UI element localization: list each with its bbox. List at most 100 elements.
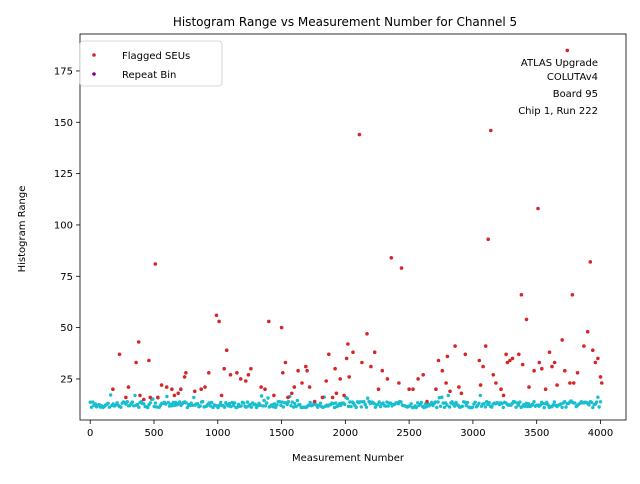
baseline-point <box>165 394 169 399</box>
flagged-seu-point <box>481 364 485 369</box>
baseline-point <box>293 401 297 406</box>
baseline-point <box>564 405 568 409</box>
flagged-seu-point <box>552 360 557 365</box>
baseline-point <box>422 405 426 410</box>
baseline-point <box>262 398 266 403</box>
legend-label-repeat: Repeat Bin <box>122 70 176 81</box>
baseline-point <box>354 405 358 410</box>
baseline-point <box>130 400 135 404</box>
baseline-point <box>308 400 312 405</box>
baseline-point <box>438 404 443 408</box>
flagged-seu-point <box>219 393 224 398</box>
baseline-point <box>152 404 156 409</box>
baseline-point <box>142 402 146 406</box>
baseline-point <box>318 401 323 405</box>
flagged-seu-point <box>536 206 540 211</box>
flagged-seu-point <box>159 383 164 387</box>
flagged-seu-point <box>286 395 290 400</box>
flagged-seu-point <box>235 371 239 375</box>
baseline-point <box>473 400 477 404</box>
baseline-point <box>346 404 351 409</box>
x-tick-label: 3500 <box>524 428 549 439</box>
baseline-point <box>208 404 213 408</box>
y-tick-label: 25 <box>60 374 73 385</box>
flagged-seu-point <box>540 366 544 371</box>
annotation-line-3: Board 95 <box>553 89 598 100</box>
flagged-seu-point <box>172 393 177 398</box>
baseline-point <box>445 403 449 407</box>
baseline-point <box>460 404 465 408</box>
flagged-seu-point <box>292 385 297 389</box>
baseline-point <box>385 400 389 404</box>
flagged-seu-point <box>555 383 559 387</box>
baseline-point <box>279 403 283 407</box>
y-axis-label: Histogram Range <box>17 186 28 273</box>
baseline-point <box>137 405 141 409</box>
baseline-point <box>280 400 284 404</box>
flagged-seu-point <box>486 237 491 242</box>
flagged-seu-point <box>320 395 325 400</box>
baseline-point <box>358 400 362 404</box>
baseline-point <box>198 404 202 408</box>
flagged-seu-point <box>136 340 141 344</box>
flagged-seu-point <box>199 387 203 392</box>
baseline-point <box>178 400 182 404</box>
baseline-point <box>109 393 113 397</box>
flagged-seu-point <box>563 368 567 373</box>
flagged-seu-point <box>369 364 373 369</box>
flagged-seu-point <box>434 387 438 392</box>
flagged-seu-point <box>571 381 576 385</box>
flagged-seu-point <box>376 387 381 392</box>
baseline-point <box>106 401 110 405</box>
flagged-seu-point <box>134 360 138 365</box>
flagged-seu-point <box>444 381 448 385</box>
baseline-point <box>263 404 268 408</box>
baseline-point <box>594 400 599 404</box>
baseline-point <box>343 402 347 407</box>
baseline-point <box>542 405 546 410</box>
baseline-point <box>419 400 424 405</box>
flagged-seu-point <box>598 375 603 379</box>
baseline-point <box>265 401 269 405</box>
baseline-point <box>211 405 215 410</box>
flagged-seu-point <box>491 373 496 377</box>
baseline-point <box>513 400 517 404</box>
y-axis-ticks: 25 50 75 100 125 150 175 <box>54 66 80 385</box>
flagged-seu-point <box>596 356 600 361</box>
flagged-seu-point <box>142 397 146 402</box>
annotation-box: ATLAS Upgrade COLUTAv4 Board 95 Chip 1, … <box>518 58 598 117</box>
flagged-seu-point <box>338 377 343 381</box>
flagged-seu-point <box>600 381 604 385</box>
baseline-point <box>523 404 527 408</box>
flagged-seu-point <box>459 391 464 396</box>
flagged-seu-point <box>407 387 411 392</box>
baseline-point <box>470 405 475 409</box>
baseline-point <box>436 400 440 404</box>
baseline-point <box>345 396 349 401</box>
baseline-point <box>516 403 521 407</box>
flagged-seu-point <box>445 354 450 359</box>
flagged-seu-point <box>179 387 183 392</box>
flagged-seu-point <box>389 255 394 260</box>
flagged-seu-point <box>296 368 300 373</box>
flagged-seu-point <box>436 358 441 363</box>
x-axis-ticks: 0 500 1000 1500 2000 2500 3000 3500 4000 <box>87 420 613 439</box>
baseline-point <box>170 404 174 408</box>
baseline-point <box>135 402 140 407</box>
flagged-seu-point <box>238 377 243 381</box>
flagged-seu-point <box>259 385 263 389</box>
baseline-point <box>531 402 535 406</box>
baseline-point <box>248 402 252 407</box>
flagged-seu-point <box>519 293 524 297</box>
baseline-point <box>483 405 488 409</box>
baseline-point <box>93 402 98 406</box>
baseline-point <box>119 405 123 409</box>
flagged-seu-point <box>312 399 317 404</box>
flagged-seu-point <box>547 350 552 355</box>
flagged-seu-point <box>585 329 590 334</box>
baseline-point <box>294 404 298 409</box>
baseline-point <box>275 403 279 407</box>
flagged-seu-point <box>153 262 158 266</box>
baseline-point <box>201 399 205 404</box>
flagged-seu-point <box>214 313 219 318</box>
